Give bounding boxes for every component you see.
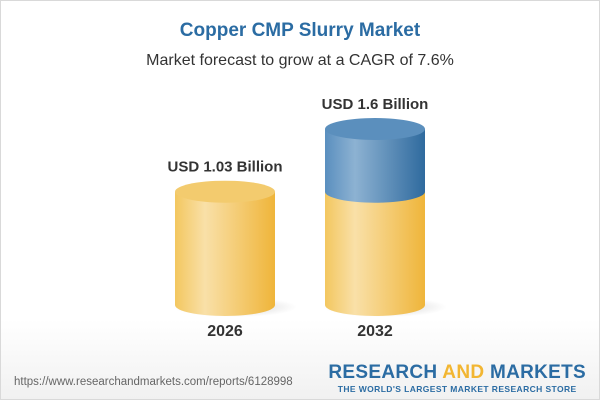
cylinder-top [325, 118, 425, 140]
data-label: USD 1.03 Billion [167, 159, 282, 176]
cylinder-growth-segment [325, 129, 425, 203]
source-url[interactable]: https://www.researchandmarkets.com/repor… [14, 376, 293, 388]
category-label: 2032 [357, 323, 393, 340]
chart-subtitle: Market forecast to grow at a CAGR of 7.6… [146, 52, 454, 69]
category-label: 2026 [207, 323, 243, 340]
cylinder-top [175, 180, 275, 203]
chart-title: Copper CMP Slurry Market [179, 20, 421, 41]
research-and-markets-logo: RESEARCH AND MARKETS THE WORLD'S LARGEST… [328, 362, 586, 394]
cylinder-base-segment [325, 191, 425, 316]
data-label: USD 1.6 Billion [322, 96, 429, 113]
cylinder-base-segment [175, 191, 275, 316]
